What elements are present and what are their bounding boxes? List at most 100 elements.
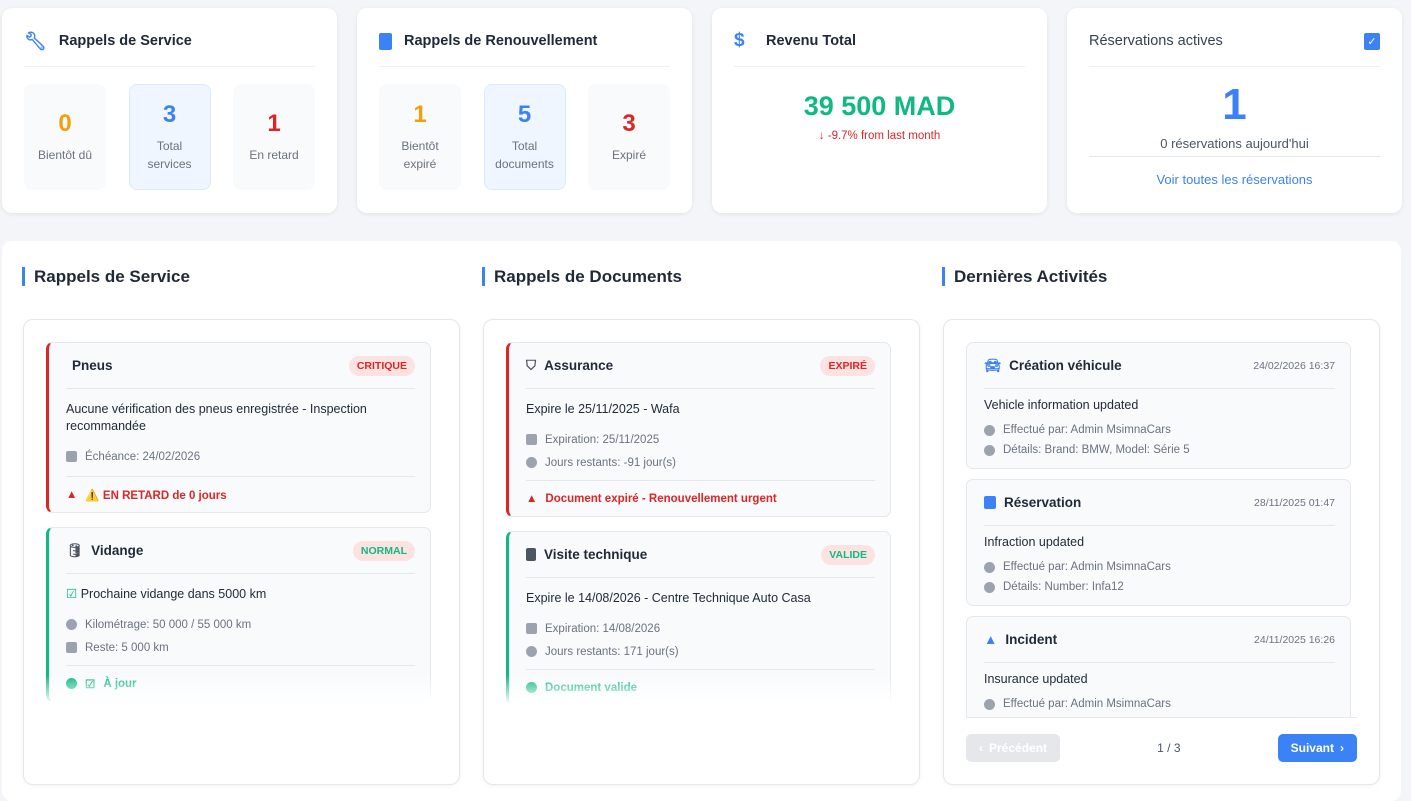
scroll-area[interactable]: Pneus CRITIQUE Aucune vérification des pn… — [46, 342, 431, 704]
activity-description: Insurance updated — [984, 672, 1088, 686]
stat-due-soon: 0 Bientôt dû — [24, 84, 106, 190]
service-summary-card: 🔧︎ Rappels de Service 0 Bientôt dû 3 Total … — [2, 8, 337, 213]
section-title: Dernières Activités — [942, 267, 1107, 286]
card-title: Revenu Total — [766, 33, 856, 49]
next-button[interactable]: Suivant › — [1277, 734, 1357, 762]
activities-list: 🚘︎ Création véhicule 24/02/2026 16:37 Vehi… — [943, 319, 1380, 785]
days-remaining: Jours restants: 171 jour(s) — [545, 645, 679, 658]
warning-icon: ▲ — [66, 488, 78, 501]
remaining: Reste: 5 000 km — [85, 641, 169, 654]
expiration: Expiration: 14/08/2026 — [545, 622, 661, 635]
status-text: Document valide — [545, 681, 638, 694]
chevron-right-icon: › — [1339, 741, 1344, 755]
activity-date: 24/02/2026 16:37 — [1253, 359, 1335, 372]
item-description: Expire le 25/11/2025 - Wafa — [526, 402, 680, 416]
info-icon — [984, 581, 995, 593]
list-item: 🛢︎ Vidange NORMAL ☑ Prochaine vidange dans… — [46, 527, 431, 702]
stat-expiring-soon: 1 Bientôt expiré — [379, 84, 461, 190]
scroll-area[interactable]: ⛉ Assurance EXPIRÉ Expire le 25/11/2025 - … — [506, 342, 891, 704]
status-badge: NORMAL — [352, 540, 415, 561]
status-text: ⚠️ EN RETARD de 0 jours — [85, 489, 227, 502]
pagination: ‹ Précédent 1 / 3 Suivant › — [966, 717, 1357, 762]
activity-author: Effectué par: Admin MsimnaCars — [1003, 561, 1171, 573]
item-description: Prochaine vidange dans 5000 km — [80, 587, 267, 601]
mileage: Kilométrage: 50 000 / 55 000 km — [85, 618, 252, 631]
info-icon — [984, 444, 995, 456]
expiration: Expiration: 25/11/2025 — [545, 433, 660, 446]
section-title: Rappels de Documents — [482, 267, 682, 286]
activity-type: Création véhicule — [1009, 358, 1122, 373]
status-text: À jour — [103, 677, 137, 690]
item-title: Vidange — [91, 543, 144, 558]
check-box-icon: ☑ — [85, 678, 96, 691]
stat-total-documents: 5 Total documents — [483, 84, 566, 190]
activity-type: Réservation — [1004, 495, 1082, 510]
stat-overdue: 1 En retard — [233, 84, 315, 190]
card-title: Réservations actives — [1089, 33, 1223, 49]
chevron-left-icon: ‹ — [979, 741, 983, 755]
view-all-reservations-link[interactable]: Voir toutes les réservations — [1156, 172, 1313, 187]
stat-total-services: 3 Total services — [128, 84, 211, 190]
card-title: Rappels de Renouvellement — [404, 33, 598, 49]
check-box-icon: ☑ — [66, 587, 81, 601]
section-title: Rappels de Service — [22, 267, 190, 286]
warning-icon: ▲ — [526, 492, 538, 505]
scroll-area[interactable]: 🚘︎ Création véhicule 24/02/2026 16:37 Vehi… — [966, 342, 1351, 722]
stat-expired: 3 Expiré — [588, 84, 670, 190]
status-badge: VALIDE — [821, 544, 875, 565]
warning-icon: ▲ — [984, 632, 998, 647]
revenue-change: ↓ -9.7% from last month — [818, 130, 941, 142]
renewal-summary-card: Rappels de Renouvellement 1 Bientôt expir… — [357, 8, 692, 213]
item-title: Visite technique — [544, 547, 648, 562]
check-circle-icon — [66, 678, 77, 689]
reservations-card: Réservations actives ✓ 1 0 réservations a… — [1067, 8, 1402, 213]
list-item: Pneus CRITIQUE Aucune vérification des pn… — [46, 342, 431, 513]
document-reminders-list: ⛉ Assurance EXPIRÉ Expire le 25/11/2025 - … — [483, 319, 920, 785]
user-icon — [984, 424, 995, 436]
clock-icon — [526, 457, 537, 468]
activity-date: 24/11/2025 16:26 — [1254, 633, 1335, 646]
activity-item: 🚘︎ Création véhicule 24/02/2026 16:37 Vehi… — [966, 342, 1351, 469]
user-icon — [984, 698, 995, 710]
oil-can-icon: 🛢︎ — [66, 542, 84, 558]
item-title: Assurance — [544, 358, 614, 373]
activity-author: Effectué par: Admin MsimnaCars — [1003, 698, 1171, 710]
dollar-icon: $ — [734, 30, 745, 51]
calendar-icon — [66, 451, 77, 462]
status-badge: CRITIQUE — [348, 355, 415, 376]
wrench-icon: 🔧︎ — [24, 30, 47, 51]
today-reservations: 0 réservations aujourd'hui — [1089, 126, 1380, 157]
arrow-down-icon: ↓ — [818, 130, 828, 142]
calendar-icon — [526, 434, 537, 445]
previous-button[interactable]: ‹ Précédent — [966, 734, 1061, 762]
activity-details: Détails: Number: Infa12 — [1003, 581, 1124, 593]
calendar-check-icon — [984, 496, 996, 509]
active-reservations-count: 1 — [1222, 80, 1247, 129]
due-date: Échéance: 24/02/2026 — [85, 450, 201, 463]
status-text: Document expiré - Renouvellement urgent — [545, 492, 777, 505]
revenue-card: $ Revenu Total 39 500 MAD ↓ -9.7% from la… — [712, 8, 1047, 213]
activity-author: Effectué par: Admin MsimnaCars — [1003, 424, 1171, 436]
activity-details: Détails: Brand: BMW, Model: Série 5 — [1003, 444, 1190, 456]
car-icon: 🚘︎ — [984, 357, 1002, 373]
revenue-amount: 39 500 MAD — [803, 91, 956, 121]
card-title: Rappels de Service — [58, 33, 192, 49]
check-circle-icon — [526, 682, 537, 693]
calendar-check-icon: ✓ — [1364, 32, 1380, 50]
shield-icon: ⛉ — [526, 357, 537, 373]
document-icon — [379, 32, 392, 50]
user-icon — [984, 561, 995, 573]
list-item: Visite technique VALIDE Expire le 14/08/2… — [506, 531, 891, 704]
activity-description: Vehicle information updated — [984, 398, 1139, 412]
page-indicator: 1 / 3 — [1157, 741, 1181, 755]
list-item: ⛉ Assurance EXPIRÉ Expire le 25/11/2025 - … — [506, 342, 891, 517]
item-description: Aucune vérification des pneus enregistré… — [66, 402, 367, 433]
item-title: Pneus — [72, 358, 113, 373]
road-icon — [66, 642, 77, 653]
days-remaining: Jours restants: -91 jour(s) — [545, 456, 677, 469]
activity-description: Infraction updated — [984, 535, 1085, 549]
activity-item: ▲ Incident 24/11/2025 16:26 Insurance upda… — [966, 616, 1351, 722]
status-badge: EXPIRÉ — [820, 355, 875, 376]
calendar-icon — [526, 623, 537, 634]
gauge-icon — [66, 619, 77, 630]
